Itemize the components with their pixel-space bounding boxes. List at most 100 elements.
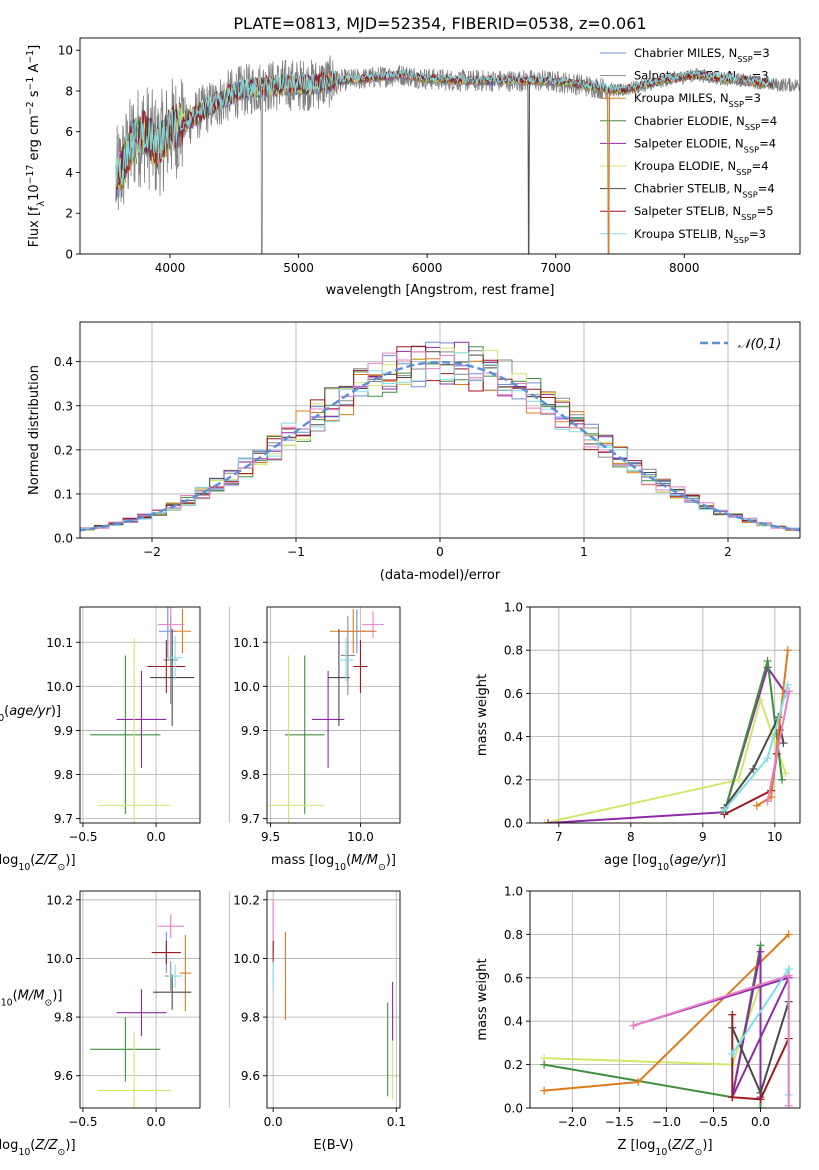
sfh_Z-xtick-label: 0.0 — [751, 1115, 770, 1129]
residuals-xtick-label: 0 — [436, 545, 444, 559]
residuals-ylabel: Normed distribution — [27, 365, 42, 495]
sfh_Z-xtick-label: −0.5 — [699, 1115, 728, 1129]
observed-spectrum-line — [115, 55, 800, 254]
sfh-line-kroupa-elodie — [544, 696, 787, 823]
age_vs_Z-axes: −0.5 0.0 9.7 9.8 9.9 10.0 10.1 Z [log10(Z/Z⊙)] a… — [0, 606, 230, 873]
legend-entry-label: Kroupa MILES, NSSP=3 — [634, 91, 761, 109]
mass_vs_ebv-xtick-label: 0.0 — [264, 1115, 283, 1129]
legend-entry-label: Chabrier STELIB, NSSP=4 — [634, 182, 775, 200]
spectrum-ytick-label: 4 — [65, 166, 73, 180]
residuals-xtick-label: −1 — [287, 545, 305, 559]
age_vs_Z-xtick-label: −0.5 — [68, 830, 97, 844]
sfh_age-xtick-label: 10 — [767, 830, 782, 844]
age_vs_mass-ytick-label: 9.9 — [241, 724, 260, 738]
residuals-hists — [80, 341, 800, 533]
spectrum-ytick-label: 8 — [65, 84, 73, 98]
mass_vs_Z-ytick-label: 10.2 — [46, 893, 73, 907]
age_vs_Z-ytick-label: 9.7 — [54, 812, 73, 826]
residuals-xtick-label: −2 — [143, 545, 161, 559]
mass_vs_ebv-points — [272, 899, 394, 1100]
legend-entry-label: Salpeter ELODIE, NSSP=4 — [634, 136, 776, 154]
residuals-xlabel: (data-model)/error — [380, 568, 501, 583]
mass_vs_ebv-axes: 0.0 0.1 9.6 9.8 10.0 10.2 E(B-V) — [233, 890, 406, 1153]
sfh_age-ytick-label: 0.4 — [504, 730, 523, 744]
sfh_Z-ylabel: mass weight — [475, 958, 490, 1040]
spectrum-xtick-label: 4000 — [155, 261, 186, 275]
age_vs_Z-ytick-label: 10.1 — [46, 636, 73, 650]
sfh_Z-frame — [529, 890, 801, 1109]
spectrum-xlabel: wavelength [Angstrom, rest frame] — [326, 283, 555, 298]
residuals-xtick-label: 2 — [724, 545, 732, 559]
sfh-line-pink — [633, 974, 790, 1106]
spectrum-xtick-label: 7000 — [540, 261, 571, 275]
age_vs_mass-ytick-label: 10.1 — [233, 636, 260, 650]
sfh_Z-xtick-label: −1.5 — [605, 1115, 634, 1129]
age_vs_Z-points — [90, 607, 195, 823]
residuals-ytick-label: 0.3 — [54, 399, 73, 413]
age_vs_Z-xlabel: Z [log10(Z/Z⊙)] — [0, 853, 76, 873]
sfh_age-xtick-label: 7 — [555, 830, 563, 844]
legend-entry-label: Kroupa STELIB, NSSP=3 — [634, 227, 766, 245]
model-spectrum-chabrier-stelib — [115, 69, 775, 254]
sfh-line-salpeter-elodie — [547, 665, 787, 823]
age_vs_Z-ytick-label: 9.9 — [54, 724, 73, 738]
normal-legend-label: 𝒩(0,1) — [738, 337, 781, 352]
spectrum-ytick-label: 2 — [65, 207, 73, 221]
sfh_age-ytick-label: 0.0 — [504, 817, 523, 831]
sfh_Z-ytick-label: 0.8 — [504, 928, 523, 942]
spectrum-frame — [79, 37, 801, 255]
sfh_age-ytick-label: 0.8 — [504, 644, 523, 658]
sfh_age-xtick-label: 8 — [627, 830, 635, 844]
residuals-ytick-label: 0.1 — [54, 487, 73, 501]
sfh_Z-ytick-label: 0.0 — [504, 1102, 523, 1116]
residuals-xtick-label: 1 — [580, 545, 588, 559]
mass_vs_ebv-ytick-label: 9.8 — [241, 1011, 260, 1025]
mass_vs_ebv-ytick-label: 9.6 — [241, 1069, 260, 1083]
legend-entry-label: Chabrier ELODIE, NSSP=4 — [634, 114, 777, 132]
sfh_age-xtick-label: 9 — [699, 830, 707, 844]
mass_vs_Z-ylabel: mass [log10(M/M⊙)] — [0, 989, 62, 1009]
sfh-line-chabrier-elodie — [543, 945, 762, 1108]
age_vs_mass-points — [267, 609, 384, 823]
sfh_Z-xtick-label: −1.0 — [652, 1115, 681, 1129]
residuals-axes: −2 −1 0 1 2 0.0 0.1 0.2 0.3 0.4 (data-model)/error… — [27, 321, 801, 583]
mass_vs_ebv-ytick-label: 10.2 — [233, 893, 260, 907]
mass_vs_Z-points — [90, 914, 192, 1108]
mass_vs_Z-ytick-label: 10.0 — [46, 952, 73, 966]
spectrum-lines — [115, 55, 800, 254]
sfh_age-ytick-label: 0.2 — [504, 773, 523, 787]
spectrum-axes: 4000 5000 6000 7000 8000 0 2 4 6 8 10 wavelength [A… — [25, 37, 801, 298]
age_vs_Z-xtick-label: 0.0 — [147, 830, 166, 844]
age_vs_Z-ylabel: age [log10(age/yr)] — [0, 704, 61, 724]
mass_vs_ebv-ytick-label: 10.0 — [233, 952, 260, 966]
sfh_age-ytick-label: 0.6 — [504, 687, 523, 701]
spectrum-xtick-label: 8000 — [669, 261, 700, 275]
sfh_age-frame — [529, 606, 801, 824]
age_vs_mass-axes: 9.5 10.0 9.7 9.8 9.9 10.0 10.1 mass [log10(M/M⊙… — [233, 606, 401, 873]
age_vs_mass-xlabel: mass [log10(M/M⊙)] — [271, 853, 396, 873]
sfh_age-ytick-label: 1.0 — [504, 601, 523, 615]
sfh_Z-xtick-label: −2.0 — [558, 1115, 587, 1129]
spectrum-ytick-label: 6 — [65, 125, 73, 139]
mass_vs_ebv-xlabel: E(B-V) — [313, 1138, 353, 1153]
age_vs_mass-frame — [266, 606, 401, 824]
spectrum-ytick-label: 0 — [65, 248, 73, 262]
legend-entry-label: Kroupa ELODIE, NSSP=4 — [634, 159, 769, 177]
residuals-ytick-label: 0.4 — [54, 355, 73, 369]
legend-entry-label: Salpeter STELIB, NSSP=5 — [634, 204, 774, 222]
model-spectrum-salpeter-stelib — [115, 69, 775, 190]
sfh_age-axes: 7 8 9 10 0.0 0.2 0.4 0.6 0.8 1.0 age [log10(age/yr… — [475, 601, 801, 873]
mass_vs_Z-axes: −0.5 0.0 9.6 9.8 10.0 10.2 Z [log10(Z/Z⊙)] mass… — [0, 890, 230, 1158]
figure-title: PLATE=0813, MJD=52354, FIBERID=0538, z=0… — [233, 14, 646, 33]
sfh_Z-ytick-label: 0.2 — [504, 1058, 523, 1072]
spectrum-ytick-label: 10 — [58, 44, 73, 58]
model-spectrum-kroupa-stelib — [115, 68, 775, 188]
sfh-line-pink — [766, 691, 791, 802]
sfh_Z-ytick-label: 1.0 — [504, 885, 523, 899]
spectrum-xtick-label: 5000 — [283, 261, 314, 275]
age_vs_mass-ytick-label: 9.7 — [241, 812, 260, 826]
sfh_Z-ytick-label: 0.6 — [504, 971, 523, 985]
mass_vs_Z-ytick-label: 9.6 — [54, 1069, 73, 1083]
